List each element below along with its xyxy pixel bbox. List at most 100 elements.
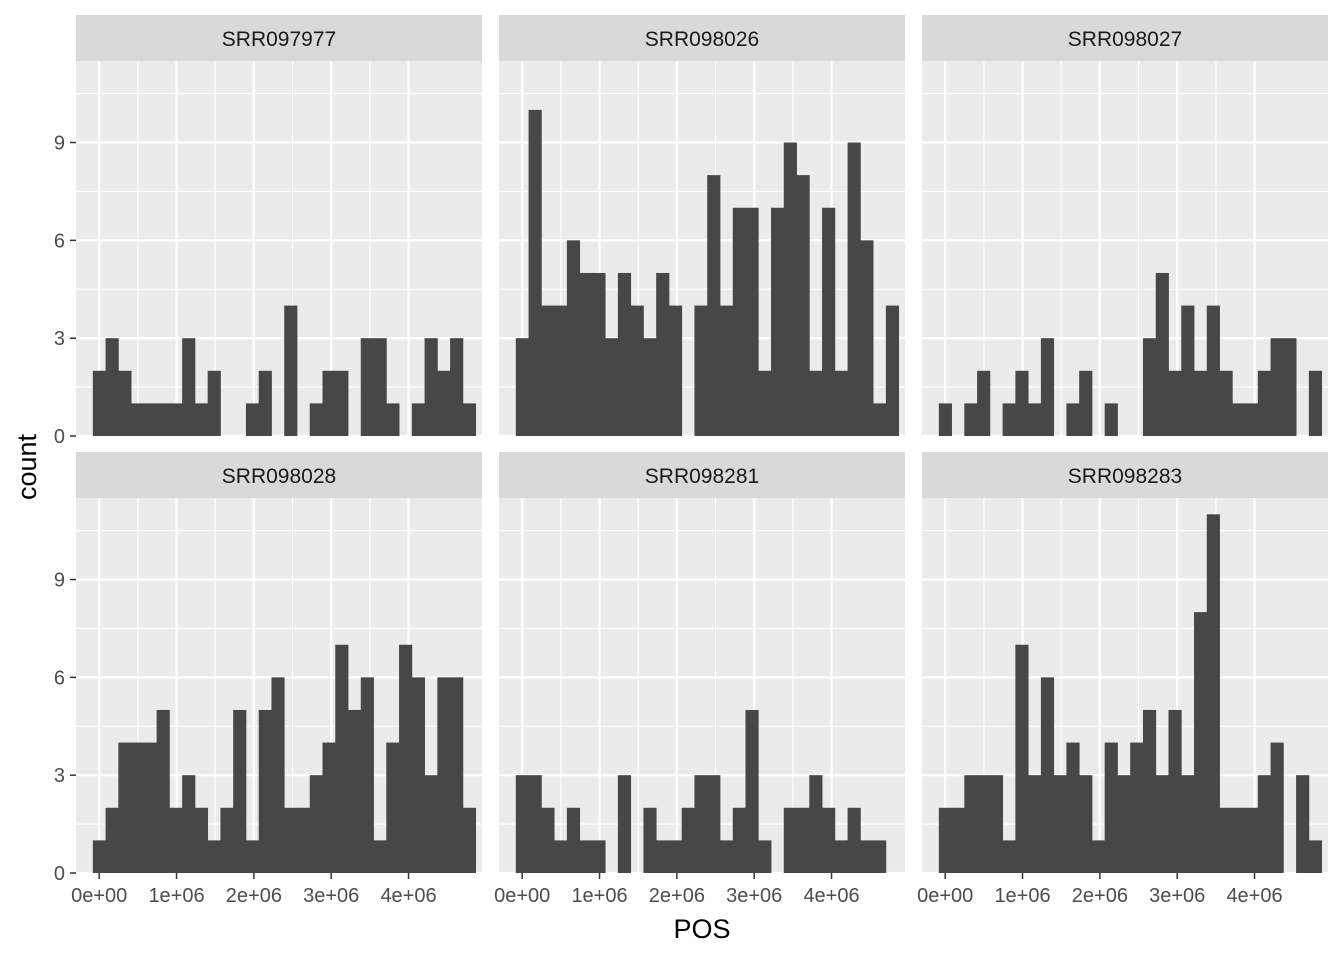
histogram-bar — [450, 677, 464, 873]
histogram-bar — [745, 709, 759, 873]
histogram-bar — [335, 644, 349, 873]
facet-strip — [76, 452, 482, 498]
histogram-bar — [873, 403, 887, 436]
histogram-bar — [643, 807, 657, 873]
histogram-bar — [284, 305, 298, 436]
histogram-bar — [847, 807, 861, 873]
x-tick-label: 2e+06 — [226, 885, 282, 907]
histogram-bar — [322, 370, 336, 436]
histogram-bar — [783, 807, 797, 873]
histogram-bar — [964, 775, 978, 873]
histogram-bar — [783, 142, 797, 437]
histogram-bar — [809, 775, 823, 873]
facet-panel-srr098281: SRR098281 — [499, 452, 905, 875]
histogram-bar — [386, 742, 400, 873]
facet-strip — [922, 15, 1328, 61]
histogram-bar — [847, 142, 861, 437]
facet-strip-label: SRR098026 — [645, 28, 759, 51]
histogram-bar — [592, 840, 606, 873]
histogram-bar — [796, 175, 810, 436]
histogram-bar — [668, 840, 683, 873]
x-tick-label: 4e+06 — [1226, 885, 1282, 907]
histogram-bar — [592, 272, 606, 436]
panel-background — [76, 61, 482, 436]
histogram-bar — [1002, 840, 1016, 873]
histogram-bar — [1232, 403, 1246, 436]
x-tick-label: 1e+06 — [571, 885, 627, 907]
histogram-bar — [1181, 305, 1195, 436]
histogram-bar — [296, 807, 311, 873]
histogram-bars — [515, 709, 887, 873]
histogram-bar — [335, 370, 349, 436]
histogram-bar — [207, 840, 221, 873]
histogram-bar — [873, 840, 887, 873]
histogram-bar — [1168, 709, 1182, 873]
histogram-bar — [885, 305, 900, 436]
facet-strip-label: SRR098027 — [1068, 28, 1182, 51]
histogram-bar — [834, 840, 848, 873]
histogram-bar — [1270, 338, 1284, 436]
histogram-bar — [143, 742, 158, 873]
histogram-bar — [822, 207, 836, 436]
facet-strip-label: SRR098283 — [1068, 465, 1182, 488]
histogram-bar — [105, 807, 119, 873]
histogram-bar — [1130, 742, 1144, 873]
histogram-bar — [411, 677, 425, 873]
histogram-bar — [1040, 677, 1055, 873]
histogram-bars — [515, 109, 900, 437]
histogram-bar — [1245, 807, 1259, 873]
histogram-bar — [1117, 775, 1131, 873]
histogram-bar — [860, 840, 874, 873]
x-tick-label: 1e+06 — [994, 885, 1050, 907]
histogram-bar — [1296, 775, 1310, 873]
histogram-bar — [860, 240, 874, 436]
histogram-bar — [309, 403, 323, 436]
histogram-bars — [938, 272, 1323, 436]
histogram-bar — [732, 207, 746, 436]
histogram-bar — [462, 807, 477, 873]
histogram-bar — [834, 370, 848, 436]
histogram-bar — [515, 338, 529, 436]
x-tick-label: 2e+06 — [649, 885, 705, 907]
histogram-bar — [758, 370, 772, 436]
histogram-bar — [156, 403, 170, 436]
histogram-bar — [1066, 403, 1080, 436]
histogram-bar — [579, 840, 593, 873]
histogram-bar — [1079, 775, 1093, 873]
histogram-bar — [938, 807, 952, 873]
histogram-bar — [411, 403, 425, 436]
x-tick-label: 0e+00 — [494, 885, 550, 907]
facet-panel-srr097977: SRR097977 — [76, 15, 482, 438]
x-tick-label: 0e+00 — [71, 885, 127, 907]
histogram-bar — [1015, 370, 1029, 436]
histogram-bar — [554, 305, 568, 436]
histogram-bar — [1168, 370, 1182, 436]
histogram-bar — [809, 370, 823, 436]
histogram-bar — [771, 207, 785, 436]
histogram-bar — [284, 807, 298, 873]
histogram-bar — [656, 272, 670, 436]
histogram-bar — [1028, 403, 1042, 436]
histogram-bar — [194, 403, 209, 436]
histogram-bar — [796, 807, 810, 873]
histogram-bar — [92, 840, 106, 873]
histogram-bar — [1066, 742, 1080, 873]
facet-strip — [76, 15, 482, 61]
y-tick-label: 0 — [54, 426, 65, 448]
histogram-bar — [541, 305, 555, 436]
histogram-bar — [1091, 840, 1106, 873]
histogram-bar — [169, 807, 183, 873]
histogram-bar — [182, 338, 196, 436]
histogram-bars — [938, 514, 1323, 873]
x-tick-label: 0e+00 — [917, 885, 973, 907]
histogram-bar — [399, 644, 413, 873]
x-tick-label: 4e+06 — [803, 885, 859, 907]
histogram-bar — [617, 775, 632, 873]
histogram-bar — [938, 403, 952, 436]
histogram-bar — [373, 338, 387, 436]
histogram-bar — [373, 840, 387, 873]
histogram-bar — [360, 338, 374, 436]
histogram-bar — [745, 207, 759, 436]
histogram-bar — [424, 775, 438, 873]
